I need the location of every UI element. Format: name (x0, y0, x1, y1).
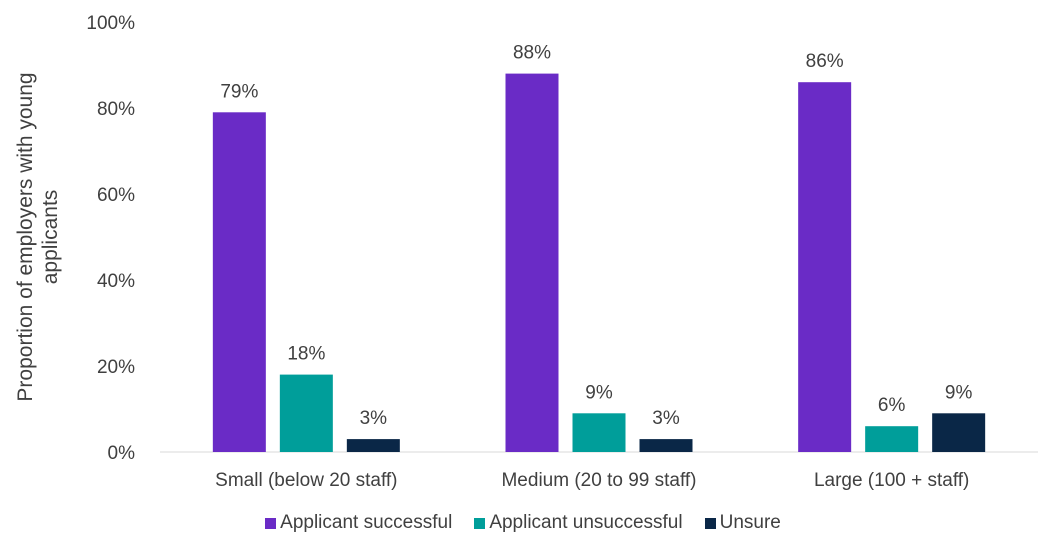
y-axis-ticks: 0% 20% 40% 60% 80% 100% (86, 13, 135, 464)
legend-label: Applicant unsuccessful (489, 512, 683, 533)
data-label: 86% (806, 51, 844, 72)
y-tick-label: 60% (97, 185, 135, 206)
legend: Applicant successful Applicant unsuccess… (0, 512, 1046, 534)
bar (572, 413, 626, 452)
legend-item-applicant-unsuccessful: Applicant unsuccessful (474, 512, 683, 534)
data-label: 3% (360, 408, 388, 429)
bar-chart: Proportion of employers with young applic… (14, 13, 1038, 491)
data-label: 79% (220, 81, 258, 102)
bar (279, 374, 333, 452)
y-tick-label: 100% (86, 13, 135, 34)
legend-item-unsure: Unsure (704, 512, 781, 534)
x-category-label: Medium (20 to 99 staff) (501, 470, 696, 491)
legend-swatch (474, 517, 486, 529)
legend-item-applicant-successful: Applicant successful (265, 512, 452, 534)
y-tick-label: 40% (97, 271, 135, 292)
y-tick-label: 80% (97, 99, 135, 120)
x-category-label: Small (below 20 staff) (215, 470, 397, 491)
bar (865, 426, 919, 452)
bar (212, 112, 266, 453)
legend-swatch (704, 517, 716, 529)
legend-label: Applicant successful (280, 512, 453, 533)
bar (505, 73, 559, 452)
bar (639, 439, 693, 452)
data-label: 9% (945, 382, 973, 403)
legend-swatch (265, 517, 277, 529)
bars: 79% 18% 3% 88% 9% 3% 86% 6% 9% (212, 43, 986, 453)
y-axis-label: Proportion of employers with young applic… (14, 72, 62, 401)
data-label: 3% (652, 408, 680, 429)
bar (346, 439, 400, 452)
bar (932, 413, 986, 452)
x-axis-categories: Small (below 20 staff) Medium (20 to 99 s… (215, 470, 969, 491)
data-label: 18% (287, 344, 325, 365)
data-label: 88% (513, 43, 551, 64)
y-axis-label-line: Proportion of employers with young (14, 72, 37, 401)
data-label: 9% (585, 382, 613, 403)
y-tick-label: 0% (108, 443, 136, 464)
y-tick-label: 20% (97, 357, 135, 378)
data-label: 6% (878, 395, 906, 416)
x-category-label: Large (100 + staff) (814, 470, 969, 491)
y-axis-label-line: applicants (39, 190, 62, 285)
bar (798, 82, 852, 452)
legend-label: Unsure (719, 512, 781, 533)
